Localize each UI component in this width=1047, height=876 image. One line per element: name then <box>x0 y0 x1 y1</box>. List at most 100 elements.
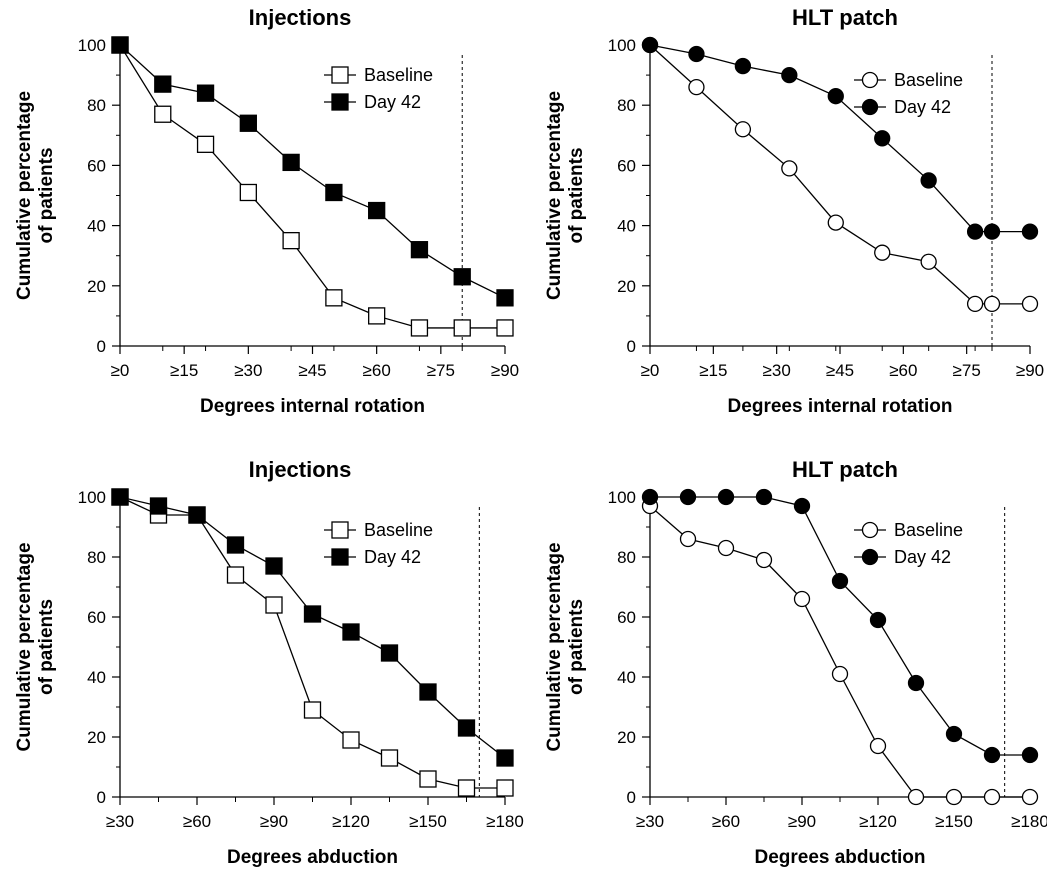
legend: Baseline Day 42 <box>324 520 433 567</box>
data-point <box>457 719 476 737</box>
data-point <box>983 295 1001 313</box>
legend: Baseline Day 42 <box>854 520 963 567</box>
data-point <box>688 45 705 63</box>
series-line <box>649 44 1030 305</box>
data-point <box>496 749 514 767</box>
data-point <box>734 57 752 75</box>
chart-title: Injections <box>249 5 352 30</box>
series-line <box>119 44 505 329</box>
legend-label: Baseline <box>894 70 963 90</box>
x-axis-label: Degrees abduction <box>227 847 398 868</box>
data-point <box>496 289 514 307</box>
x-tick-label: ≥90 <box>1016 361 1044 380</box>
legend: Baseline Day 42 <box>854 70 963 117</box>
data-point <box>226 566 245 584</box>
data-point <box>196 84 215 102</box>
series-line <box>119 44 506 299</box>
x-tick-label: ≥180 <box>1011 812 1047 831</box>
data-point <box>907 788 925 806</box>
data-point <box>457 779 476 797</box>
y-tick-label: 60 <box>87 608 106 627</box>
y-axis-label-line-2: of patients <box>566 147 587 243</box>
x-axis-label: Degrees internal rotation <box>728 396 953 417</box>
series-baseline <box>641 36 1039 313</box>
x-tick-label: ≥150 <box>409 812 447 831</box>
x-tick-label: ≥30 <box>763 361 791 380</box>
y-tick-label: 80 <box>87 96 106 115</box>
y-tick-label: 100 <box>78 36 106 55</box>
data-point <box>945 788 963 806</box>
data-point <box>688 78 705 96</box>
data-point <box>368 307 386 325</box>
x-tick-label: ≥45 <box>826 361 854 380</box>
y-tick-label: 40 <box>87 217 106 236</box>
x-tick-label: ≥150 <box>935 812 973 831</box>
data-point <box>966 223 984 240</box>
y-axis-label-line-1: Cumulative percentage <box>544 542 565 751</box>
series-baseline <box>111 36 514 337</box>
legend-marker <box>861 548 879 566</box>
data-point <box>419 683 437 701</box>
data-point <box>325 183 343 202</box>
data-point <box>1021 788 1039 806</box>
y-tick-label: 20 <box>87 728 106 747</box>
legend-marker <box>861 98 879 116</box>
y-tick-label: 40 <box>617 668 636 687</box>
series-line <box>649 44 1030 233</box>
data-point <box>827 88 844 105</box>
x-tick-label: ≥90 <box>788 812 816 831</box>
y-tick-label: 0 <box>97 337 106 356</box>
x-tick-label: ≥120 <box>332 812 370 831</box>
data-point <box>342 731 360 749</box>
y-tick-label: 80 <box>617 548 636 567</box>
x-tick-label: ≥90 <box>491 361 519 380</box>
series-baseline <box>111 488 514 797</box>
data-point <box>755 551 773 569</box>
series-line <box>650 496 1030 756</box>
x-tick-label: ≥15 <box>170 361 198 380</box>
data-point <box>188 506 206 524</box>
y-tick-label: 80 <box>87 548 106 567</box>
chart-panel-2: HLT patch 0 20 40 60 80 100 ≥0 ≥15 ≥30 ≥45 ≥60 ≥75 ≥9… <box>544 5 1044 417</box>
data-point <box>196 135 215 153</box>
data-point <box>154 75 172 93</box>
series-day-42 <box>641 36 1039 240</box>
data-point <box>827 214 844 231</box>
x-tick-label: ≥180 <box>486 812 524 831</box>
data-point <box>453 268 471 286</box>
legend-label: Baseline <box>364 65 433 85</box>
y-tick-label: 60 <box>617 156 636 175</box>
data-point <box>966 295 984 313</box>
data-point <box>111 36 129 54</box>
chart-title: HLT patch <box>792 457 898 482</box>
data-point <box>945 725 963 743</box>
y-tick-label: 0 <box>97 788 106 807</box>
data-point <box>734 121 752 138</box>
data-point <box>793 590 811 608</box>
data-point <box>831 572 849 590</box>
chart-panel-1: Injections 0 20 40 60 80 100 ≥0 ≥15 ≥30 ≥45 ≥60 ≥75 ≥… <box>14 5 519 417</box>
legend-marker <box>331 548 349 566</box>
data-point <box>983 746 1001 764</box>
data-point <box>874 130 891 147</box>
y-axis-label-line-1: Cumulative percentage <box>14 91 35 300</box>
data-point <box>239 114 257 132</box>
y-axis-label-line-2: of patients <box>36 147 57 243</box>
data-point <box>793 497 811 515</box>
data-point <box>154 105 172 123</box>
data-point <box>325 289 343 307</box>
data-point <box>496 319 514 337</box>
legend-label: Baseline <box>364 520 433 540</box>
series-day-42 <box>111 36 514 307</box>
series-baseline <box>641 497 1039 806</box>
y-tick-label: 60 <box>87 156 106 175</box>
y-tick-label: 100 <box>608 488 636 507</box>
y-tick-label: 100 <box>608 36 636 55</box>
series-day-42 <box>641 488 1039 764</box>
data-point <box>983 788 1001 806</box>
legend-marker <box>331 521 349 539</box>
x-tick-label: ≥120 <box>859 812 897 831</box>
chart-panel-3: Injections 0 20 40 60 80 100 ≥30 ≥60 ≥90 ≥120 ≥150 ≥… <box>14 457 524 868</box>
y-axis-label-line-2: of patients <box>36 599 57 695</box>
